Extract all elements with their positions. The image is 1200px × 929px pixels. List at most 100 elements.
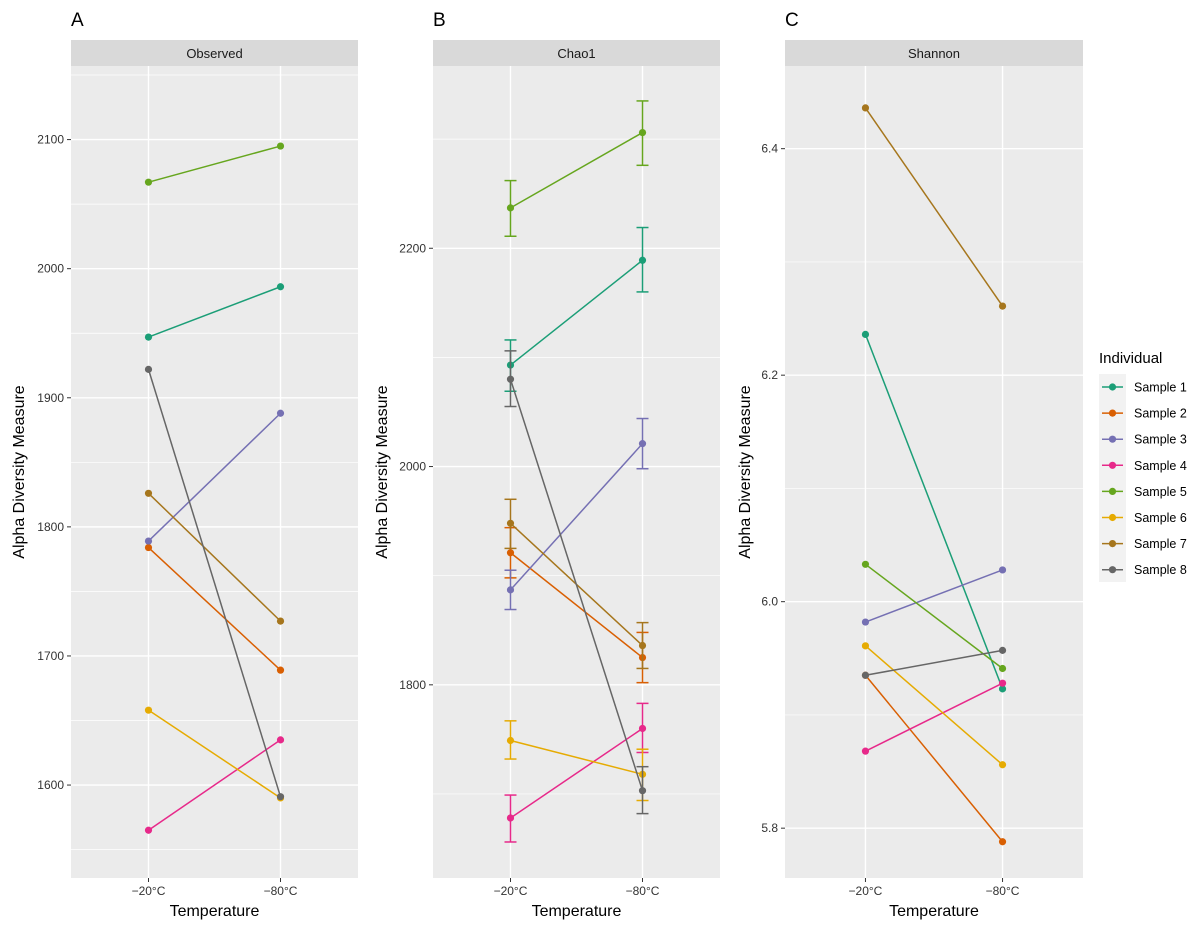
series-line — [865, 569, 1003, 623]
series-line — [864, 107, 1004, 307]
data-point — [638, 256, 647, 264]
legend-key-point — [1108, 566, 1117, 574]
series-sample-5 — [861, 560, 1007, 673]
series-line — [864, 674, 1004, 843]
data-point — [998, 679, 1007, 687]
series-sample-5 — [144, 142, 285, 186]
facet-strip-label: Chao1 — [557, 46, 595, 61]
series-sample-4 — [504, 702, 649, 843]
x-tick-label: −20°C — [849, 884, 883, 898]
panels: A Observed 1600 1700 1800 1900 2000 2100 −20°C −8… — [11, 10, 1083, 920]
x-axis-title: Temperature — [532, 903, 622, 920]
y-tick-label: 6.4 — [761, 142, 778, 156]
legend-label: Sample 5 — [1134, 485, 1187, 499]
y-tick-label: 5.8 — [761, 821, 778, 835]
legend-key-point — [1108, 513, 1117, 522]
series-line — [148, 145, 281, 183]
data-point — [276, 409, 285, 417]
x-tick-label: −80°C — [264, 884, 298, 898]
panel-tag: B — [433, 10, 446, 31]
legend-label: Sample 1 — [1134, 381, 1187, 395]
series-line — [510, 259, 643, 366]
data-point — [861, 642, 870, 650]
series-sample-8 — [504, 350, 649, 815]
legend-entry: Sample 2 — [1102, 407, 1187, 421]
data-point — [276, 793, 285, 801]
series-line — [509, 379, 644, 791]
data-point — [144, 826, 153, 834]
legend-entry: Sample 8 — [1102, 563, 1187, 577]
x-axis-title: Temperature — [170, 903, 260, 920]
facet-strip — [71, 40, 358, 66]
legend-entry: Sample 4 — [1102, 459, 1187, 473]
y-tick-label: 2000 — [399, 460, 426, 474]
series-sample-6 — [861, 642, 1007, 769]
facet-strip-label: Observed — [186, 46, 242, 61]
series-line — [147, 412, 282, 542]
data-point — [638, 440, 647, 448]
legend-entry: Sample 3 — [1102, 433, 1187, 447]
series-line — [148, 286, 281, 338]
series-sample-8 — [861, 646, 1007, 679]
data-point — [144, 178, 153, 186]
legend-entry: Sample 7 — [1102, 537, 1187, 551]
plot-background — [433, 66, 720, 878]
data-point — [998, 646, 1007, 654]
data-point — [638, 724, 647, 733]
series-sample-3 — [144, 409, 285, 545]
series-line — [509, 443, 644, 591]
series-sample-1 — [144, 283, 285, 341]
x-tick-label: −80°C — [626, 884, 660, 898]
data-point — [506, 519, 515, 527]
data-point — [638, 641, 647, 650]
legend-key-background — [1099, 374, 1126, 582]
series-line — [865, 649, 1003, 677]
series-sample-3 — [504, 417, 649, 611]
y-axis-title: Alpha Diversity Measure — [737, 385, 754, 559]
legend-key-point — [1108, 409, 1117, 417]
data-point — [506, 586, 515, 594]
legend-entry: Sample 6 — [1102, 511, 1187, 525]
data-point — [998, 761, 1007, 769]
data-point — [144, 537, 153, 545]
legend-key-point — [1108, 435, 1117, 443]
series-line — [510, 739, 643, 776]
data-point — [276, 283, 285, 291]
y-tick-label: 1900 — [37, 391, 64, 405]
y-tick-label: 6.2 — [761, 368, 778, 382]
facet-strip — [433, 40, 720, 66]
data-point — [506, 549, 515, 557]
series-sample-1 — [861, 330, 1007, 693]
plot-background — [785, 66, 1083, 878]
data-point — [144, 543, 153, 552]
y-tick-label: 1800 — [399, 678, 426, 692]
series-sample-4 — [861, 679, 1007, 755]
panel-b: B Chao1 1800 2000 2200 −20°C −80°C Temperature A… — [374, 10, 720, 920]
legend-label: Sample 2 — [1134, 407, 1187, 421]
y-tick-label: 1800 — [37, 520, 64, 534]
data-point — [861, 104, 870, 112]
data-point — [861, 671, 870, 679]
series-line — [147, 492, 282, 622]
data-point — [861, 747, 870, 755]
y-tick-label: 1700 — [37, 649, 64, 663]
data-point — [861, 330, 870, 339]
data-point — [998, 685, 1007, 693]
data-point — [276, 666, 285, 674]
series-sample-3 — [861, 566, 1007, 626]
series-line — [148, 739, 281, 831]
y-tick-label: 2100 — [37, 133, 64, 147]
data-point — [638, 128, 647, 137]
legend-key-point — [1108, 487, 1117, 495]
facet-strip-label: Shannon — [908, 46, 960, 61]
y-tick-label: 2000 — [37, 262, 64, 276]
data-point — [144, 706, 153, 714]
data-point — [998, 664, 1007, 673]
series-line — [865, 682, 1003, 752]
series-line — [864, 645, 1004, 766]
data-point — [861, 618, 870, 626]
data-point — [144, 365, 153, 373]
y-axis-title: Alpha Diversity Measure — [374, 385, 391, 559]
